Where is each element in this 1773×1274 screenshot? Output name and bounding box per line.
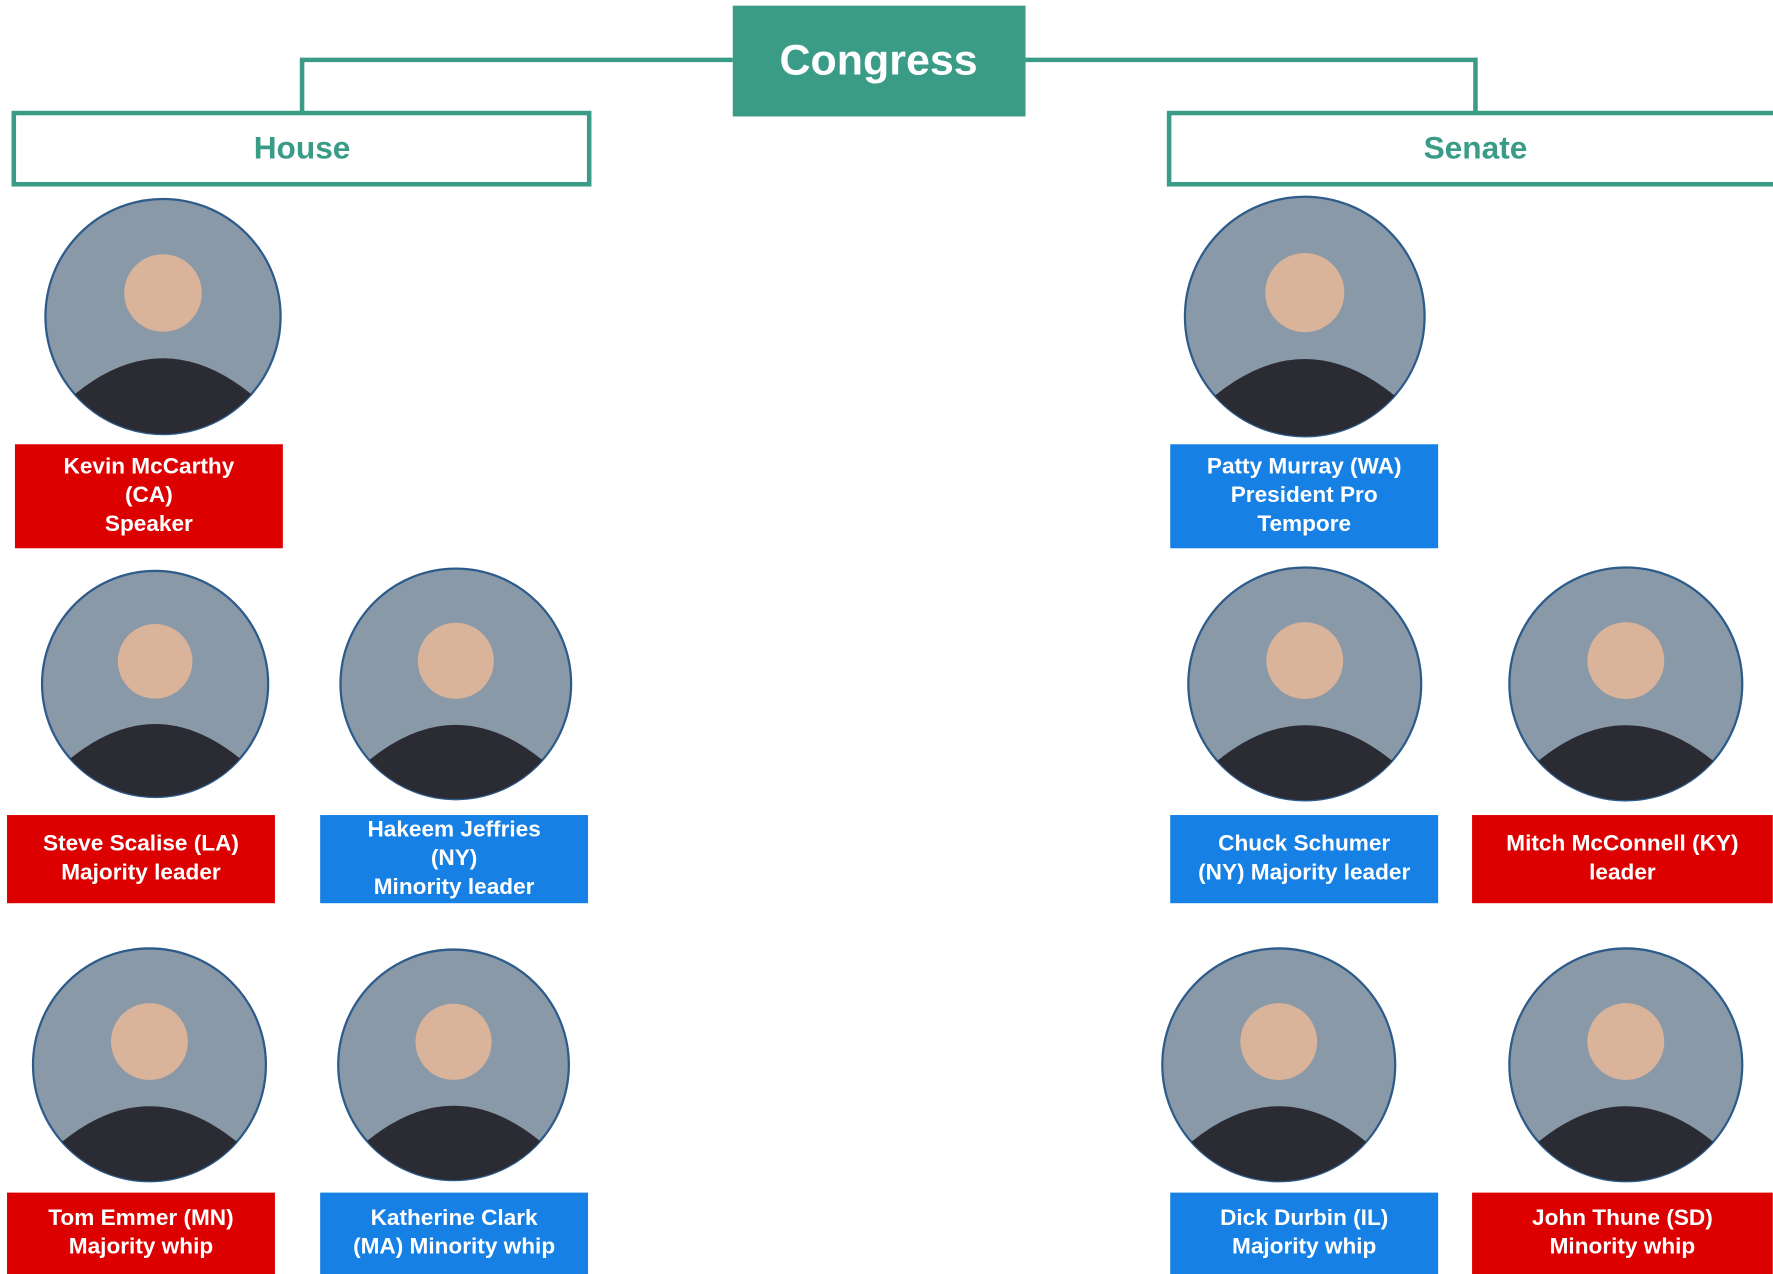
name-label: Tom Emmer (MN) bbox=[48, 1205, 233, 1230]
name-label: Kevin McCarthy bbox=[64, 453, 235, 478]
portrait-head bbox=[111, 1003, 188, 1080]
name-label: Minority leader bbox=[374, 874, 535, 899]
portrait-head bbox=[1587, 1003, 1664, 1080]
name-label: Hakeem Jeffries bbox=[367, 816, 540, 841]
portrait-head bbox=[415, 1004, 491, 1080]
portrait-head bbox=[1266, 622, 1343, 699]
portrait-head bbox=[1240, 1003, 1317, 1080]
name-label: Katherine Clark bbox=[371, 1205, 538, 1230]
name-label: (MA) Minority whip bbox=[353, 1234, 555, 1259]
name-label: Chuck Schumer bbox=[1218, 831, 1390, 856]
portrait-head bbox=[1587, 622, 1664, 699]
name-label: Tempore bbox=[1257, 511, 1351, 536]
page: Congress House Kevin McCarthy (CA) Speaker S… bbox=[0, 0, 1773, 1274]
portrait-head bbox=[1265, 253, 1344, 332]
name-label: Mitch McConnell (KY) bbox=[1506, 831, 1738, 856]
name-label: Dick Durbin (IL) bbox=[1220, 1205, 1388, 1230]
name-label: Majority whip bbox=[1232, 1234, 1376, 1259]
section-title: House bbox=[254, 130, 351, 166]
name-label: (NY) Majority leader bbox=[1198, 860, 1410, 885]
portrait-head bbox=[124, 254, 202, 332]
org-chart: Congress House Kevin McCarthy (CA) Speaker S… bbox=[0, 0, 1773, 1274]
name-label: Minority whip bbox=[1550, 1234, 1696, 1259]
name-label: Majority whip bbox=[69, 1234, 213, 1259]
name-label: (CA) bbox=[125, 482, 173, 507]
name-label: leader bbox=[1589, 860, 1656, 885]
name-label: Majority leader bbox=[61, 860, 221, 885]
title: Congress bbox=[780, 37, 978, 85]
section-title: Senate bbox=[1424, 130, 1528, 166]
portrait-head bbox=[418, 623, 494, 699]
portrait-head bbox=[118, 624, 193, 699]
name-label: John Thune (SD) bbox=[1532, 1205, 1713, 1230]
name-label: Speaker bbox=[105, 511, 193, 536]
name-label: (NY) bbox=[431, 845, 477, 870]
name-label: Patty Murray (WA) bbox=[1207, 453, 1402, 478]
name-label: President Pro bbox=[1231, 482, 1378, 507]
name-label: Steve Scalise (LA) bbox=[43, 831, 239, 856]
